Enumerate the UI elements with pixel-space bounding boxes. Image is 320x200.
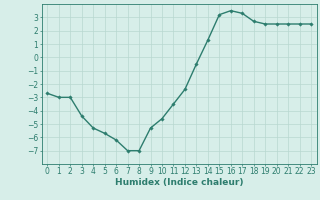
X-axis label: Humidex (Indice chaleur): Humidex (Indice chaleur) bbox=[115, 178, 244, 187]
